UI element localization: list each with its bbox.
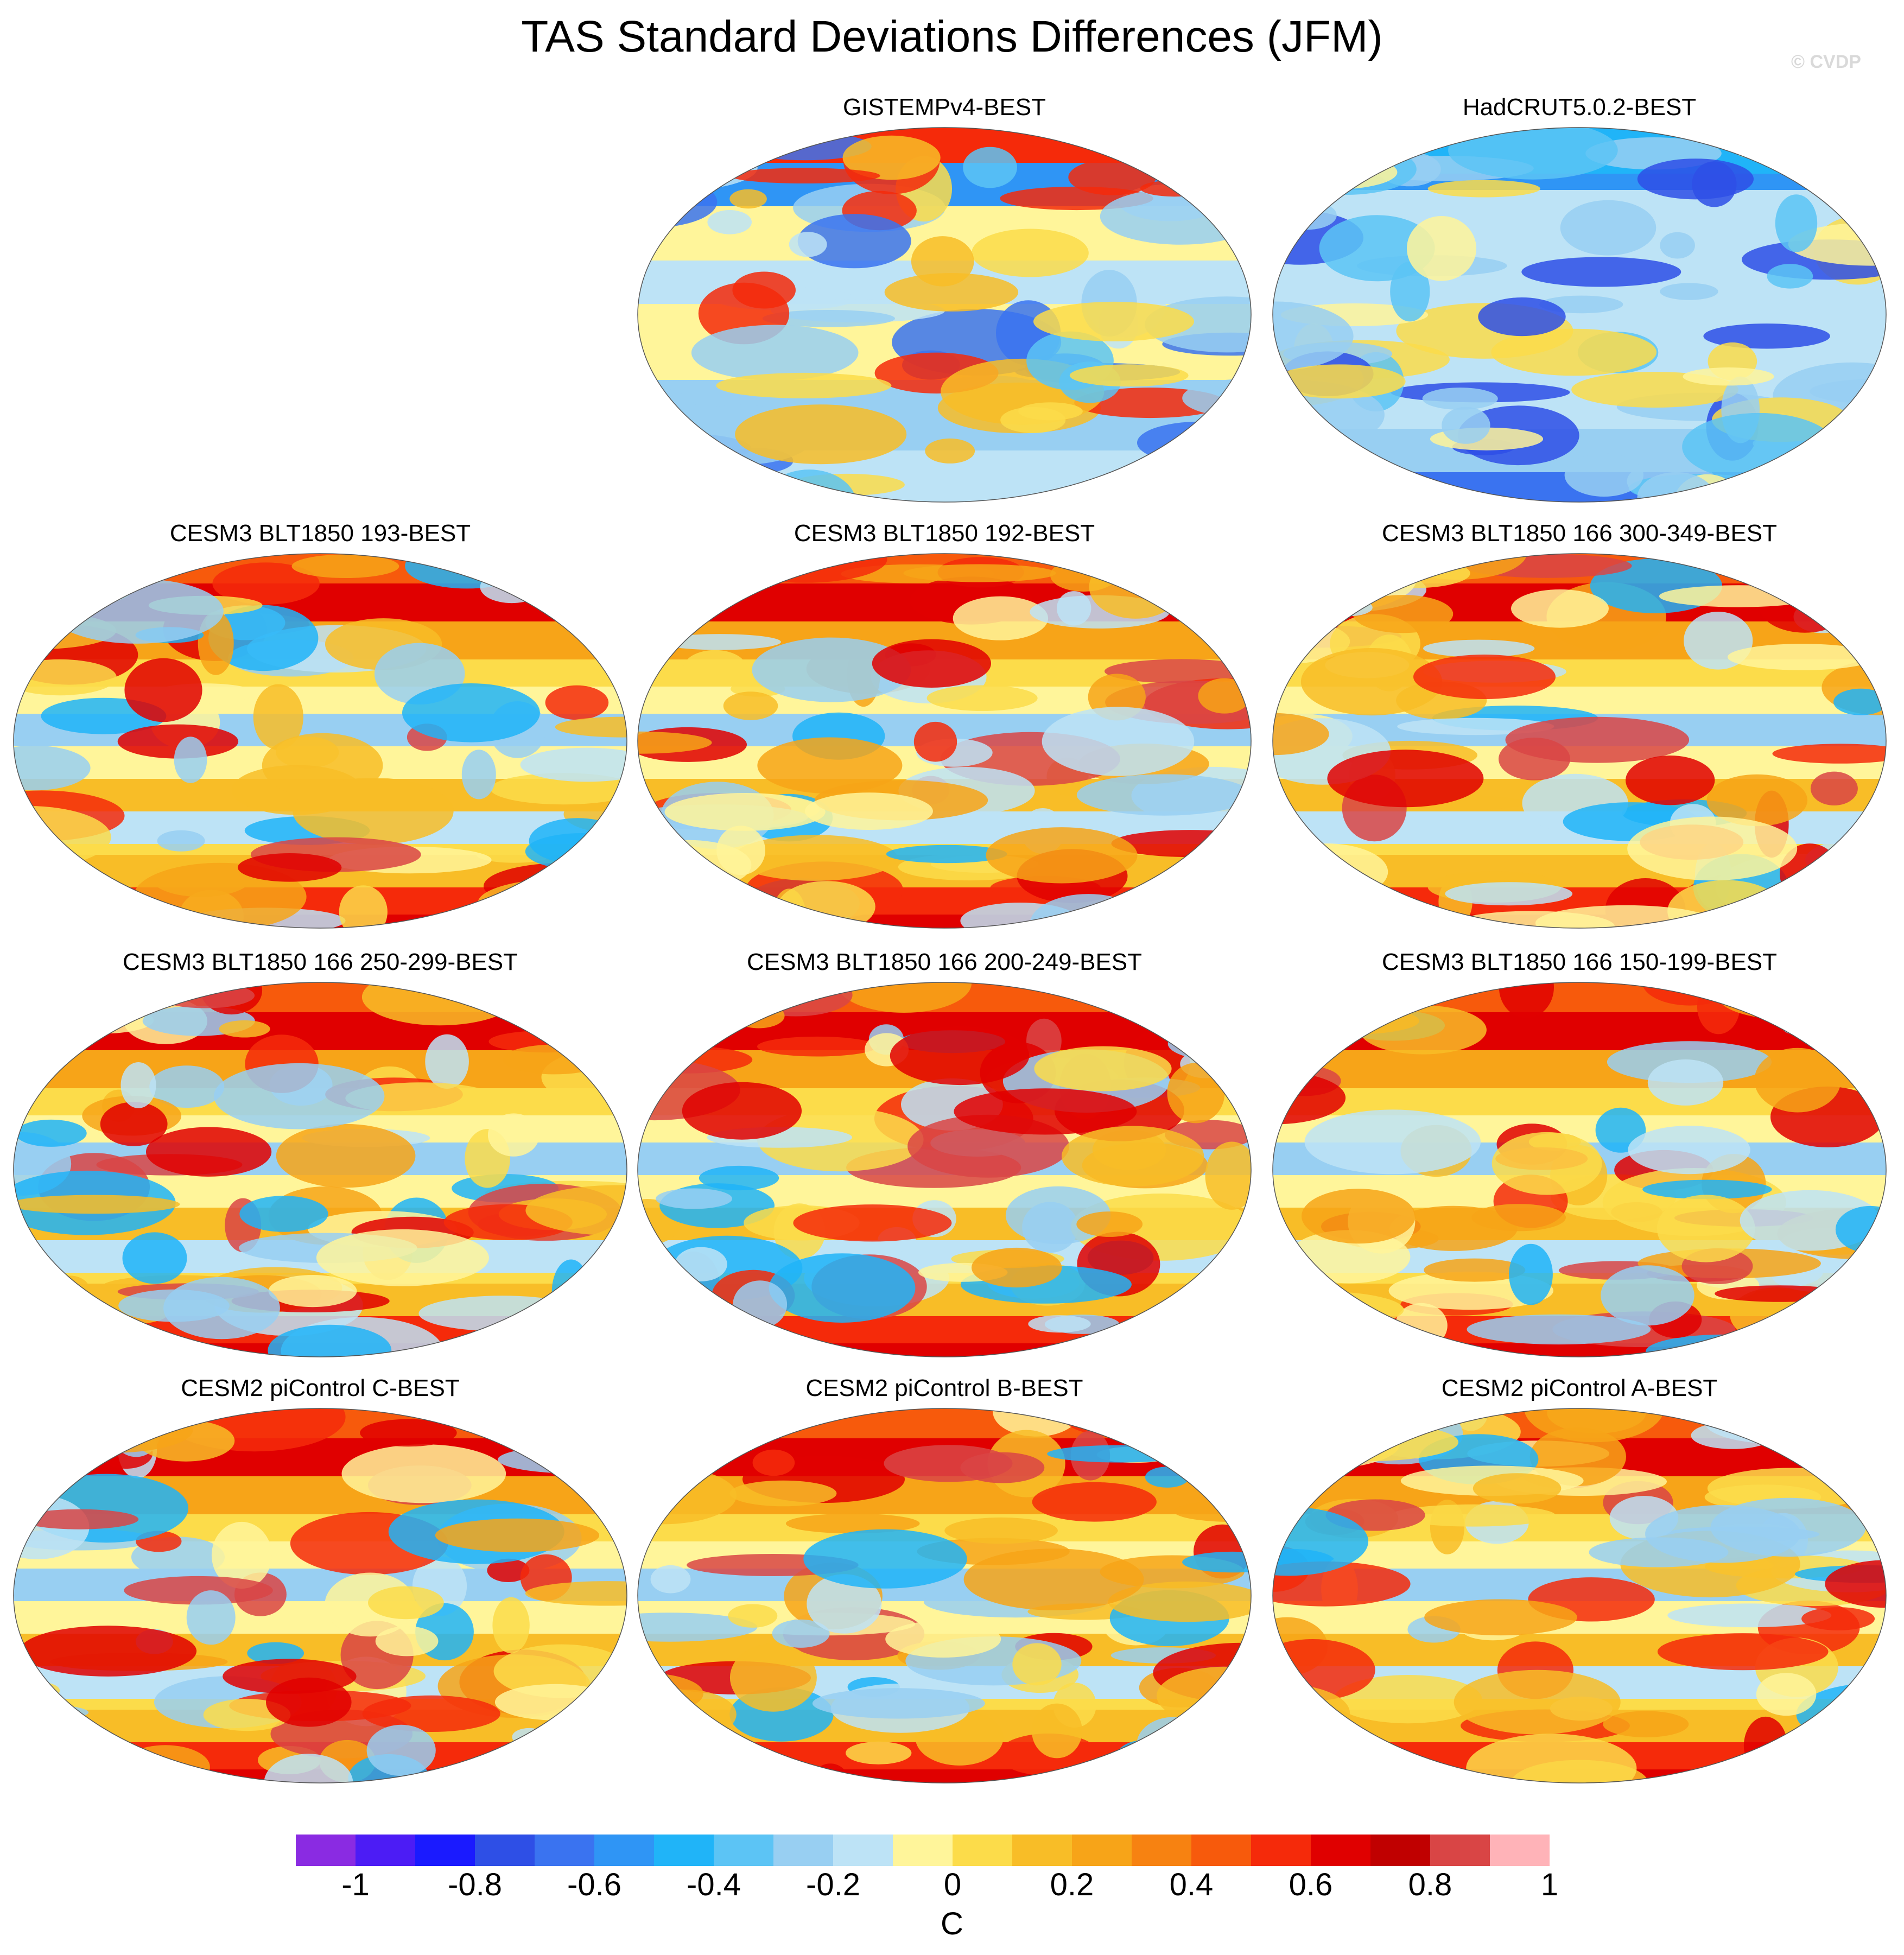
colorbar-swatch: [1072, 1835, 1132, 1866]
robinson-map: [1272, 127, 1887, 503]
map-outline: [13, 1408, 627, 1783]
robinson-map: [637, 127, 1252, 503]
panel-title: CESM3 BLT1850 166 200-249-BEST: [746, 949, 1143, 975]
colorbar-swatch: [1490, 1835, 1550, 1866]
colorbar-swatch: [296, 1835, 356, 1866]
map-outline: [13, 982, 627, 1357]
map-panel-cesm2-b: CESM2 piControl B-BEST: [635, 1373, 1254, 1791]
colorbar-tick-label: 1: [1540, 1867, 1559, 1902]
map-panel-cesm3-300: CESM3 BLT1850 166 300-349-BEST: [1270, 518, 1889, 936]
colorbar-swatch: [594, 1835, 654, 1866]
map-panel-cesm3-193: CESM3 BLT1850 193-BEST: [11, 518, 630, 936]
map-outline: [637, 127, 1252, 503]
robinson-map: [637, 982, 1252, 1357]
colorbar-tick-label: -0.2: [806, 1867, 860, 1902]
map-field: [14, 1408, 627, 1783]
map-outline: [1272, 127, 1887, 503]
robinson-map: [1272, 982, 1887, 1357]
colorbar-swatch: [1191, 1835, 1251, 1866]
colorbar-swatch: [953, 1835, 1012, 1866]
map-panel-cesm2-c: CESM2 piControl C-BEST: [11, 1373, 630, 1791]
colorbar-tick-label: -0.8: [448, 1867, 502, 1902]
panel-title: GISTEMPv4-BEST: [842, 94, 1046, 120]
colorbar-swatch: [356, 1835, 415, 1866]
map-outline: [1272, 1408, 1887, 1783]
map-outline: [13, 553, 627, 929]
colorbar-swatch: [773, 1835, 833, 1866]
map-panel-gistemp: GISTEMPv4-BEST: [635, 92, 1254, 510]
panel-title: CESM3 BLT1850 166 150-199-BEST: [1381, 949, 1778, 975]
colorbar-swatch: [475, 1835, 535, 1866]
robinson-map: [13, 553, 627, 929]
colorbar-swatch: [654, 1835, 714, 1866]
robinson-map: [637, 553, 1252, 929]
colorbar-swatch: [833, 1835, 893, 1866]
map-panel-cesm3-150: CESM3 BLT1850 166 150-199-BEST: [1270, 947, 1889, 1365]
colorbar-tick-label: 0.4: [1169, 1867, 1214, 1902]
robinson-map: [1272, 1408, 1887, 1783]
panel-title: CESM2 piControl B-BEST: [805, 1375, 1083, 1401]
map-panel-cesm2-a: CESM2 piControl A-BEST: [1270, 1373, 1889, 1791]
colorbar-tick-label: 0.6: [1289, 1867, 1333, 1902]
colorbar-tick-label: 0.2: [1050, 1867, 1094, 1902]
colorbar-tick-label: -0.6: [567, 1867, 621, 1902]
robinson-map: [1272, 553, 1887, 929]
robinson-map: [13, 982, 627, 1357]
colorbar-tick-label: 0: [943, 1867, 962, 1902]
colorbar-swatch: [1430, 1835, 1490, 1866]
colorbar-swatch: [714, 1835, 773, 1866]
map-panel-cesm3-200: CESM3 BLT1850 166 200-249-BEST: [635, 947, 1254, 1365]
panel-title: CESM3 BLT1850 166 300-349-BEST: [1381, 520, 1778, 547]
colorbar-swatch: [1012, 1835, 1072, 1866]
map-outline: [1272, 982, 1887, 1357]
panel-title: CESM3 BLT1850 192-BEST: [794, 520, 1095, 547]
panel-title: CESM3 BLT1850 193-BEST: [169, 520, 471, 547]
panel-title: CESM3 BLT1850 166 250-299-BEST: [122, 949, 518, 975]
cvdp-watermark: © CVDP: [1791, 52, 1861, 72]
colorbar-tick-label: -1: [341, 1867, 370, 1902]
colorbar-tick-label: -0.4: [687, 1867, 741, 1902]
map-outline: [637, 553, 1252, 929]
panel-title: CESM2 piControl C-BEST: [181, 1375, 460, 1401]
map-panel-hadcrut: HadCRUT5.0.2-BEST: [1270, 92, 1889, 510]
colorbar-swatch: [1251, 1835, 1311, 1866]
figure-title: TAS Standard Deviations Differences (JFM…: [521, 12, 1383, 61]
colorbar-swatch: [1311, 1835, 1370, 1866]
colorbar-unit-label: C: [941, 1906, 963, 1941]
map-panel-cesm3-192: CESM3 BLT1850 192-BEST: [635, 518, 1254, 936]
colorbar-swatch: [415, 1835, 475, 1866]
map-outline: [637, 1408, 1252, 1783]
map-field: [638, 982, 1251, 1357]
colorbar-swatch: [1370, 1835, 1430, 1866]
panel-title: HadCRUT5.0.2-BEST: [1462, 94, 1697, 120]
robinson-map: [637, 1408, 1252, 1783]
colorbar-swatch: [535, 1835, 594, 1866]
map-outline: [637, 982, 1252, 1357]
map-outline: [1272, 553, 1887, 929]
map-panel-cesm3-250: CESM3 BLT1850 166 250-299-BEST: [11, 947, 630, 1365]
colorbar-tick-label: 0.8: [1408, 1867, 1452, 1902]
panel-title: CESM2 piControl A-BEST: [1441, 1375, 1718, 1401]
robinson-map: [13, 1408, 627, 1783]
colorbar-swatch: [893, 1835, 953, 1866]
colorbar-swatch: [1132, 1835, 1191, 1866]
